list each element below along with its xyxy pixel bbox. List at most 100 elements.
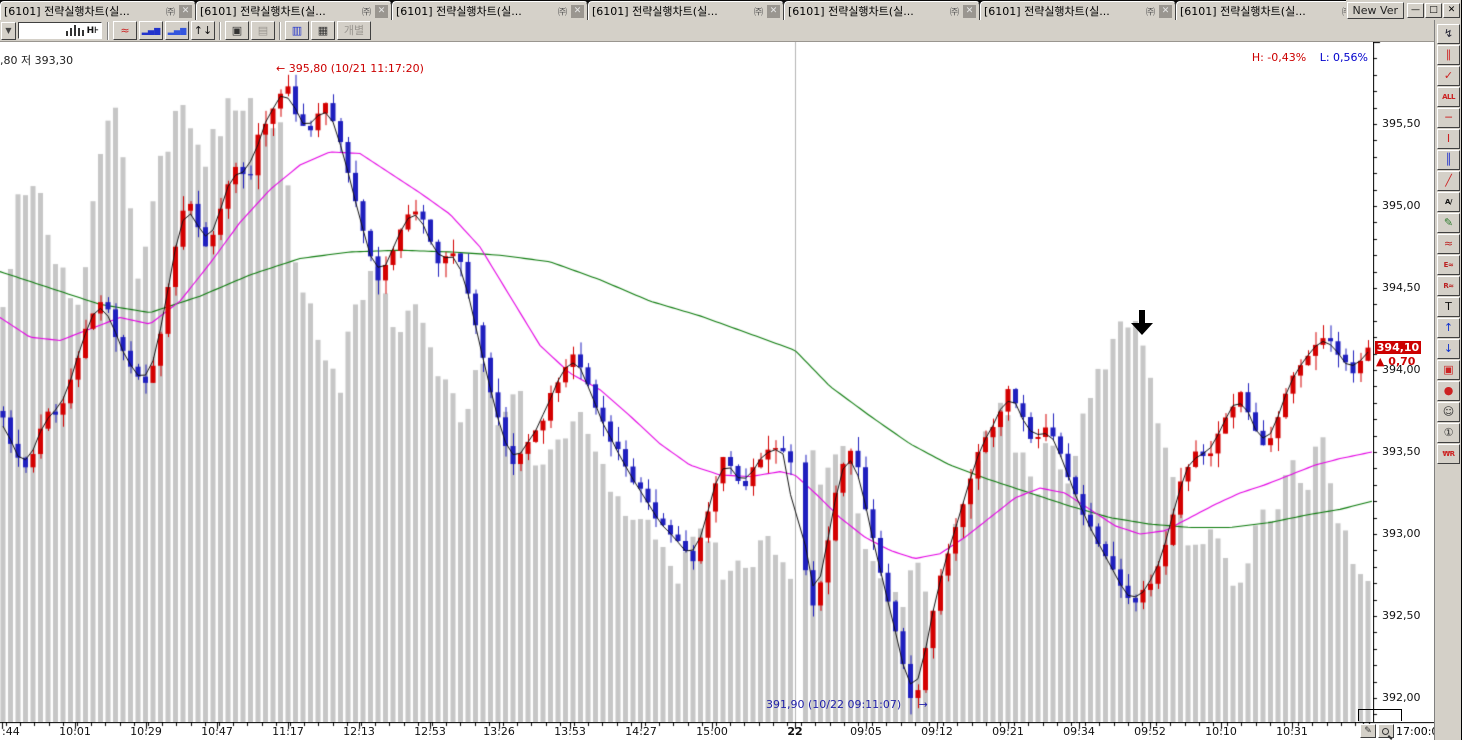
- high-low-percent: H: -0,43% L: 0,56%: [1252, 51, 1368, 64]
- grid-settings-icon[interactable]: ▦: [311, 21, 335, 40]
- tab-close-icon[interactable]: ✕: [571, 4, 584, 18]
- session-clock: 17:00:00: [1396, 725, 1446, 738]
- print-icon: ▤: [251, 21, 275, 40]
- tab-label: [6101] 전략실행차트(실...: [4, 5, 130, 18]
- clock-tool-icon[interactable]: ①: [1437, 423, 1460, 443]
- time-axis[interactable]: :44 10:01 10:29 10:47 11:17 12:13 12:53 13:26 13…: [0, 722, 1445, 740]
- chart-toolbar: ▼ H⊦ ≈ ▂▄▆ ▂▄▆ ↑↓ ▣ ▤ ▥ ▦ 개별: [0, 20, 1434, 42]
- history-dropdown[interactable]: ▼: [1, 21, 16, 40]
- price-axis-label: 392,50: [1382, 609, 1421, 622]
- maximize-button[interactable]: □: [1425, 2, 1442, 18]
- pencil-icon[interactable]: ✎: [1437, 213, 1460, 233]
- pattern-e-icon[interactable]: E≈: [1437, 255, 1460, 275]
- time-axis-label: 09:21: [992, 725, 1024, 738]
- time-axis-label: 10:29: [130, 725, 162, 738]
- zoom-button[interactable]: [1378, 724, 1394, 738]
- candlestick-canvas[interactable]: [0, 42, 1373, 722]
- tab-badge-icon: ㈜: [949, 7, 959, 18]
- candle-marker-icon[interactable]: ║: [1437, 150, 1460, 170]
- tab-close-icon[interactable]: ✕: [179, 4, 192, 18]
- toolbar-separator: [279, 21, 281, 40]
- time-axis-label: 12:53: [414, 725, 446, 738]
- tab-chart-3[interactable]: [6101] 전략실행차트(실... ㈜ ✕: [392, 1, 588, 20]
- time-axis-label: 12:13: [343, 725, 375, 738]
- tab-chart-1[interactable]: [6101] 전략실행차트(실... ㈜ ✕: [0, 1, 196, 20]
- arrow-up-icon[interactable]: ↑: [1437, 318, 1460, 338]
- time-axis-label: 09:05: [850, 725, 882, 738]
- time-axis-label: 10:31: [1276, 725, 1308, 738]
- time-axis-label: 14:27: [625, 725, 657, 738]
- tab-label: [6101] 전략실행차트(실...: [984, 5, 1110, 18]
- symbol-period-field[interactable]: H⊦: [18, 22, 102, 39]
- minimize-button[interactable]: —: [1407, 2, 1424, 18]
- price-axis-label: 395,00: [1382, 199, 1421, 212]
- time-axis-label: 11:17: [272, 725, 304, 738]
- won-rate-icon[interactable]: ₩R: [1437, 444, 1460, 464]
- chart-plot-area[interactable]: ,80 저 393,30 H: -0,43% L: 0,56% ← 395,80…: [0, 42, 1373, 722]
- pattern-r-icon[interactable]: R≈: [1437, 276, 1460, 296]
- time-axis-label: 22: [787, 725, 803, 738]
- left-arrow-icon: ←: [276, 62, 286, 75]
- price-axis-label: 394,00: [1382, 363, 1421, 376]
- tab-close-icon[interactable]: ✕: [375, 4, 388, 18]
- tab-badge-icon: ㈜: [753, 7, 763, 18]
- horizontal-line-icon[interactable]: ─: [1437, 108, 1460, 128]
- tab-badge-icon: ㈜: [557, 7, 567, 18]
- signal-down-arrow-icon: [1131, 310, 1153, 336]
- draw-mode-button[interactable]: ✎: [1360, 724, 1376, 738]
- price-axis[interactable]: 395,50 395,00 394,50 394,00 393,50 393,00 392,…: [1373, 42, 1434, 722]
- volume-study-icon[interactable]: ▂▄▆: [139, 21, 163, 40]
- tab-bar: [6101] 전략실행차트(실... ㈜ ✕ [6101] 전략실행차트(실... ㈜ ✕…: [0, 0, 1461, 20]
- toolbar-separator: [219, 21, 221, 40]
- time-axis-label: :44: [2, 725, 20, 738]
- tab-badge-icon: ㈜: [361, 7, 371, 18]
- vertical-line-icon[interactable]: I: [1437, 129, 1460, 149]
- current-price-badge: 394,10: [1375, 340, 1421, 354]
- diagonal-line-icon[interactable]: ╱: [1437, 171, 1460, 191]
- tab-chart-6[interactable]: [6101] 전략실행차트(실... ㈜ ✕: [980, 1, 1176, 20]
- price-axis-ticks: [1373, 42, 1434, 722]
- pattern-icon[interactable]: ≈: [1437, 234, 1460, 254]
- close-button[interactable]: ✕: [1443, 2, 1460, 18]
- circle-tool-icon[interactable]: ●: [1437, 381, 1460, 401]
- mini-candles-icon: [64, 25, 84, 36]
- time-axis-label: 10:01: [59, 725, 91, 738]
- tab-chart-5[interactable]: [6101] 전략실행차트(실... ㈜ ✕: [784, 1, 980, 20]
- tab-close-icon[interactable]: ✕: [767, 4, 780, 18]
- text-tool-icon[interactable]: T: [1437, 297, 1460, 317]
- period-label: H⊦: [86, 25, 99, 36]
- arrow-down-icon[interactable]: ↓: [1437, 339, 1460, 359]
- tab-close-icon[interactable]: ✕: [963, 4, 976, 18]
- rectangle-tool-icon[interactable]: ▣: [1437, 360, 1460, 380]
- time-axis-label: 13:53: [554, 725, 586, 738]
- tab-label: [6101] 전략실행차트(실...: [788, 5, 914, 18]
- sort-arrows-icon[interactable]: ↑↓: [191, 21, 215, 40]
- session-high-low-text: ,80 저 393,30: [0, 54, 74, 67]
- tab-label: [6101] 전략실행차트(실...: [592, 5, 718, 18]
- tab-chart-7[interactable]: [6101] 전략실행차트(실...㈜✕: [1176, 1, 1372, 20]
- price-axis-label: 393,00: [1382, 527, 1421, 540]
- high-annotation: ← 395,80 (10/21 11:17:20): [276, 62, 424, 75]
- text-slash-icon[interactable]: A/: [1437, 192, 1460, 212]
- tab-chart-2[interactable]: [6101] 전략실행차트(실... ㈜ ✕: [196, 1, 392, 20]
- copy-chart-icon[interactable]: ▣: [225, 21, 249, 40]
- chart-report-icon[interactable]: ▥: [285, 21, 309, 40]
- ellipse-tool-icon[interactable]: ☺: [1437, 402, 1460, 422]
- bar-chart-icon[interactable]: ▂▄▆: [165, 21, 189, 40]
- tab-label: [6101] 전략실행차트(실...: [200, 5, 326, 18]
- tab-chart-4[interactable]: [6101] 전략실행차트(실... ㈜ ✕: [588, 1, 784, 20]
- erase-all-icon[interactable]: ALL: [1437, 87, 1460, 107]
- tab-label: [6101] 전략실행차트(실...: [1180, 5, 1306, 18]
- erase-check-icon[interactable]: ✓: [1437, 66, 1460, 86]
- time-axis-label: 10:47: [201, 725, 233, 738]
- candle-setup-icon[interactable]: ∥: [1437, 45, 1460, 65]
- trendline-style-icon[interactable]: ≈: [113, 21, 137, 40]
- tab-badge-icon: ㈜: [165, 7, 175, 18]
- new-ver-button[interactable]: New Ver: [1346, 1, 1404, 19]
- tab-close-icon[interactable]: ✕: [1159, 4, 1172, 18]
- time-axis-label: 10:10: [1205, 725, 1237, 738]
- window-buttons: — □ ✕: [1406, 2, 1460, 18]
- low-percent-label: L: 0,56%: [1319, 51, 1368, 64]
- auto-refresh-icon[interactable]: ↯: [1437, 24, 1460, 44]
